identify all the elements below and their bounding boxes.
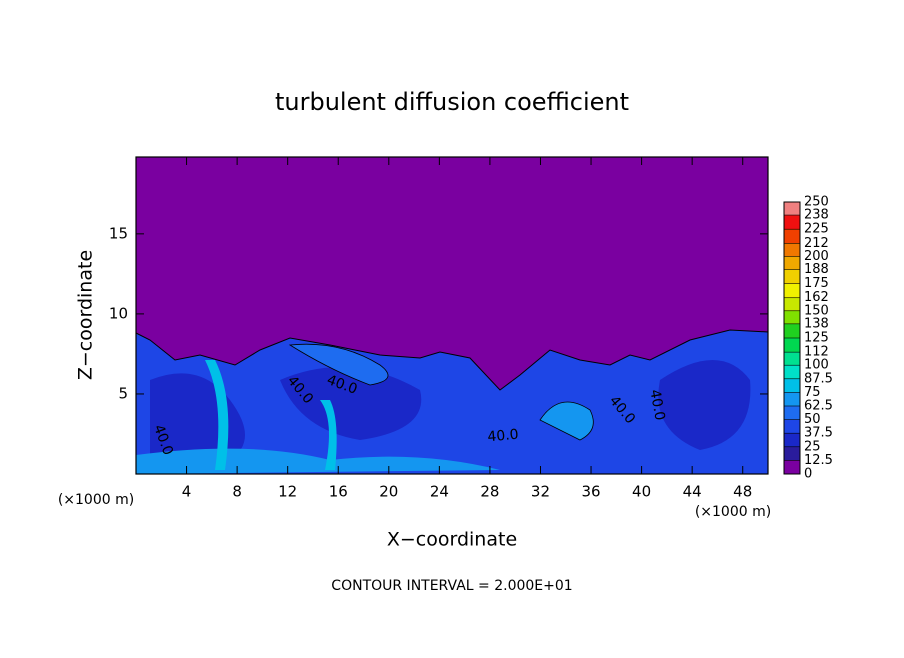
colorbar-band: [784, 419, 800, 434]
colorbar-label: 150: [804, 303, 829, 318]
colorbar-band: [784, 243, 800, 257]
footnote: CONTOUR INTERVAL = 2.000E+01: [331, 578, 572, 594]
colorbar-label: 0: [804, 467, 812, 482]
colorbar-label: 112: [804, 345, 829, 360]
colorbar-label: 250: [804, 195, 829, 210]
colorbar-band: [784, 323, 800, 338]
x-tick-label: 36: [581, 483, 600, 501]
contour-field: [135, 157, 769, 475]
colorbar-label: 138: [804, 316, 829, 331]
x-unit-label: (×1000 m): [695, 504, 771, 520]
colorbar-band: [784, 269, 800, 284]
colorbar-band: [784, 378, 800, 393]
colorbar-label: 25: [804, 439, 821, 454]
colorbar-band: [784, 310, 800, 324]
colorbar-band: [784, 446, 800, 461]
x-axis-label: X−coordinate: [387, 529, 517, 551]
colorbar-band: [784, 215, 800, 230]
x-tick-label: 32: [531, 483, 550, 501]
colorbar-band: [784, 202, 800, 216]
colorbar-label: 37.5: [804, 426, 833, 441]
colorbar-band: [784, 283, 800, 298]
y-tick-label: 5: [118, 384, 128, 402]
colorbar-label: 50: [804, 412, 821, 427]
colorbar-label: 75: [804, 385, 821, 400]
colorbar-label: 188: [804, 262, 829, 277]
colorbar-label: 12.5: [804, 453, 833, 468]
y-tick-label: 10: [109, 304, 128, 322]
colorbar-label: 125: [804, 331, 829, 346]
colorbar-label: 212: [804, 236, 829, 251]
plot-frame: [135, 156, 769, 475]
x-tick-label: 40: [632, 483, 651, 501]
colorbar-label: 100: [804, 358, 829, 373]
contour-label: 40.0: [646, 388, 667, 421]
colorbar-label: 238: [804, 208, 829, 223]
colorbar-band: [784, 365, 800, 379]
x-tick-label: 24: [430, 483, 449, 501]
y-tick-label: 15: [109, 224, 128, 242]
contour-label: 40.0: [487, 427, 519, 446]
chart-title: turbulent diffusion coefficient: [275, 88, 629, 116]
colorbar-band: [784, 256, 800, 270]
colorbar-label: 87.5: [804, 371, 833, 386]
x-tick-label: 48: [733, 483, 752, 501]
colorbar-band: [784, 338, 800, 353]
x-tick-label: 28: [480, 483, 499, 501]
colorbar-band: [784, 433, 800, 447]
x-tick-label: 44: [683, 483, 702, 501]
x-tick-label: 16: [329, 483, 348, 501]
x-unit-label: (×1000 m): [58, 492, 134, 508]
x-tick-label: 4: [182, 483, 192, 501]
colorbar-band: [784, 460, 800, 474]
colorbar-band: [784, 297, 800, 311]
colorbar-label: 225: [804, 222, 829, 237]
colorbar-label: 62.5: [804, 399, 833, 414]
colorbar-label: 162: [804, 290, 829, 305]
colorbar-band: [784, 229, 800, 244]
x-tick-label: 8: [232, 483, 242, 501]
colorbar-label: 200: [804, 249, 829, 264]
colorbar-band: [784, 392, 800, 406]
colorbar-label: 175: [804, 276, 829, 291]
y-axis-label: Z−coordinate: [75, 250, 97, 380]
x-tick-label: 12: [278, 483, 297, 501]
colorbar-band: [784, 352, 800, 366]
colorbar-band: [784, 406, 800, 420]
x-tick-label: 20: [379, 483, 398, 501]
